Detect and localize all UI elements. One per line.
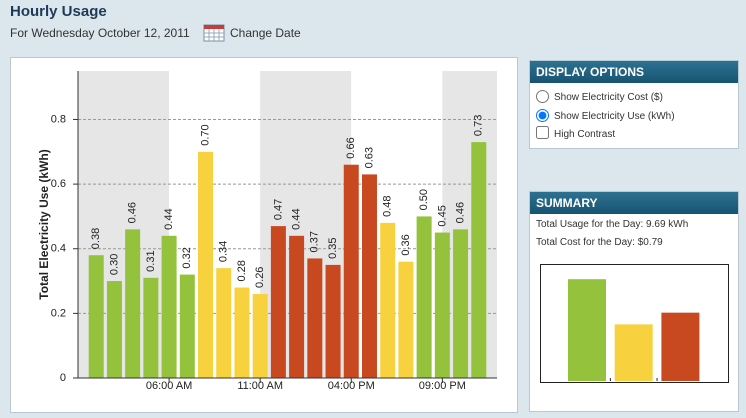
value-label: 0.66 — [345, 137, 357, 158]
chart-frame — [540, 264, 729, 383]
x-tick-label: 06:00 AM — [146, 380, 192, 392]
checkbox-contrast[interactable] — [536, 126, 549, 139]
radio-cost[interactable] — [536, 90, 549, 103]
bar — [398, 261, 414, 378]
page-subtitle: For Wednesday October 12, 2011 — [10, 26, 190, 40]
x-tick-label: 11:00 AM — [237, 380, 283, 392]
bar — [106, 281, 122, 378]
chart-panel: 0 0.2 0.4 0.6 0.8 0.38 0.30 0.46 0.31 0.44 06:00 A… — [10, 57, 518, 413]
bar — [568, 279, 606, 381]
value-label: 0.70 — [199, 124, 211, 145]
bar — [88, 255, 104, 378]
value-label: 0.63 — [363, 147, 375, 168]
value-label: 0.46 — [127, 202, 139, 223]
value-label: 0.50 — [418, 189, 430, 210]
y-tick-label: 0.6 — [51, 178, 66, 190]
option-label: High Contrast — [554, 129, 616, 140]
bar — [252, 293, 268, 378]
value-label: 0.26 — [254, 267, 266, 288]
y-axis-title: Total Electricity Use (kWh) — [37, 149, 51, 299]
change-date-link[interactable]: Change Date — [230, 26, 301, 40]
display-options-panel: DISPLAY OPTIONS Show Electricity Cost ($… — [529, 60, 739, 149]
radio-use[interactable] — [536, 109, 549, 122]
usage-chart: 0 0.2 0.4 0.6 0.8 0.38 0.30 0.46 0.31 0.44 06:00 A… — [37, 71, 497, 392]
bar — [471, 142, 487, 378]
value-label: 0.36 — [400, 234, 412, 255]
y-tick-label: 0 — [60, 372, 66, 384]
bar — [434, 232, 450, 378]
bar — [453, 229, 469, 378]
x-tick-label: 09:00 PM — [419, 380, 466, 392]
y-tick-label: 0.2 — [51, 307, 66, 319]
bar — [614, 324, 653, 381]
bar — [380, 222, 396, 378]
value-label: 0.30 — [108, 254, 120, 275]
bar — [125, 229, 141, 378]
page-title: Hourly Usage — [10, 3, 107, 20]
bar — [307, 258, 323, 378]
panel-header: DISPLAY OPTIONS — [530, 61, 738, 83]
bar — [198, 151, 214, 378]
panel-header: SUMMARY — [530, 192, 738, 214]
bar — [270, 226, 286, 378]
y-tick-label: 0.4 — [51, 243, 66, 255]
value-label: 0.34 — [218, 241, 230, 262]
value-label: 0.48 — [382, 195, 394, 216]
bar — [416, 216, 432, 378]
summary-chart — [540, 264, 729, 383]
value-label: 0.37 — [309, 231, 321, 252]
value-label: 0.44 — [163, 208, 175, 229]
value-label: 0.35 — [327, 237, 339, 258]
option-label: Show Electricity Use (kWh) — [554, 111, 675, 122]
value-label: 0.44 — [291, 208, 303, 229]
bar — [325, 264, 341, 378]
bar — [234, 287, 250, 378]
bar — [361, 174, 377, 378]
background-band — [442, 71, 497, 378]
bar — [179, 274, 195, 378]
total-usage: Total Usage for the Day: 9.69 kWh — [536, 219, 689, 230]
x-tick-label: 04:00 PM — [328, 380, 375, 392]
bar — [661, 312, 700, 381]
value-label: 0.31 — [145, 250, 157, 271]
value-label: 0.46 — [454, 202, 466, 223]
value-label: 0.32 — [181, 247, 193, 268]
summary-panel: SUMMARY Total Usage for the Day: 9.69 kW… — [529, 191, 739, 412]
y-tick-label: 0.8 — [51, 113, 66, 125]
bar — [143, 277, 159, 378]
bar — [289, 235, 305, 378]
value-label: 0.73 — [473, 115, 485, 136]
value-label: 0.45 — [436, 205, 448, 226]
option-label: Show Electricity Cost ($) — [554, 92, 663, 103]
bar — [343, 164, 359, 378]
value-label: 0.47 — [272, 199, 284, 220]
bar — [161, 235, 177, 378]
total-cost: Total Cost for the Day: $0.79 — [536, 237, 663, 248]
value-label: 0.38 — [90, 228, 102, 249]
value-label: 0.28 — [236, 260, 248, 281]
bar — [216, 268, 232, 378]
calendar-icon[interactable] — [203, 22, 225, 42]
